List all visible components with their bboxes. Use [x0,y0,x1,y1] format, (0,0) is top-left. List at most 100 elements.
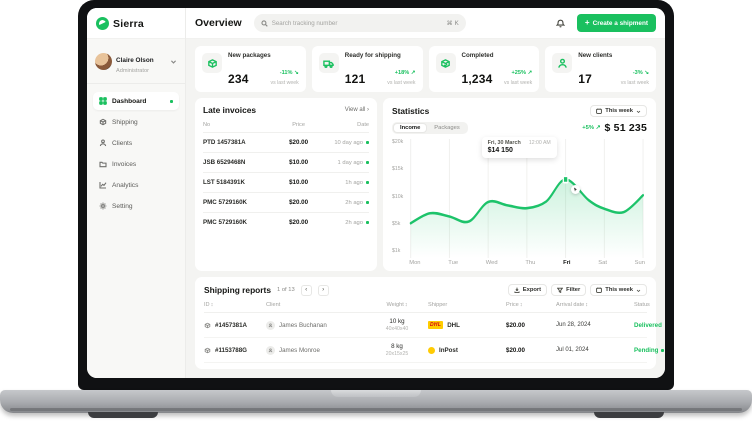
sort-icon: ↕ [519,302,523,308]
chart-y-axis: $20k $15k $10k $5k $1k [392,139,404,254]
trend-down-icon: ↘ [644,70,649,76]
statistics-panel: Statistics This week Income [383,98,656,271]
prev-page-button[interactable]: ‹ [300,284,312,296]
late-invoices-title: Late invoices [203,105,257,115]
col-price: Price [292,122,305,128]
stat-note: vs last week [270,80,299,86]
col-date: Date [357,122,369,128]
sort-icon: ↕ [210,302,214,308]
search-bar[interactable]: ⌘ K [253,14,466,32]
sidebar-item-label: Dashboard [112,97,147,105]
sierra-logo-icon [96,17,109,30]
stat-note: vs last week [620,80,649,86]
statistics-period-button[interactable]: This week [590,105,647,117]
table-row[interactable]: #1457381A James Buchanan 10 kg 40x40x40 [204,313,665,338]
sidebar-item-invoices[interactable]: Invoices [93,155,179,173]
invoice-row[interactable]: JSB 6529468N $10.00 1 day ago [203,153,369,173]
active-indicator-dot [170,99,173,103]
package-icon [99,118,107,126]
package-icon [204,347,211,353]
stat-value: 1,234 [461,72,493,86]
sidebar-item-setting[interactable]: Setting [93,197,179,215]
chart-highlight-marker [562,175,569,184]
status-dot [366,201,369,204]
stat-note: vs last week [503,80,533,86]
statistics-title: Statistics [392,106,430,116]
statistics-tabs: Income Packages [392,122,468,134]
status-dot [366,161,369,164]
user-name: Claire Olson [116,57,154,64]
user-profile[interactable]: Claire Olson Administrator [87,39,185,84]
income-total: $ 51 235 [604,122,647,134]
sidebar: Sierra Claire Olson Administrator Dashbo… [87,8,186,378]
stats-row: New packages 234 -11% ↘ vs last week [195,46,656,92]
sidebar-item-clients[interactable]: Clients [93,134,179,152]
income-chart: $20k $15k $10k $5k $1k Fri, 30 M [392,137,647,266]
stat-card-new-clients: New clients 17 -3% ↘ vs last week [545,46,656,92]
chevron-down-icon [171,60,176,64]
sort-icon: ↕ [404,302,408,308]
sidebar-item-dashboard[interactable]: Dashboard [93,92,179,110]
folder-icon [99,161,107,168]
sidebar-item-label: Shipping [112,118,138,126]
reports-column-headers: ID↕ Client Weight↕ Shipper Price↕ Arriva… [204,302,650,313]
avatar [95,53,112,70]
status-badge: Delivered [634,322,665,329]
status-dot [366,141,369,144]
person-icon [99,139,107,147]
tab-packages[interactable]: Packages [434,125,460,131]
stat-card-new-packages: New packages 234 -11% ↘ vs last week [195,46,306,92]
col-price[interactable]: Price↕ [506,302,523,308]
sidebar-item-label: Clients [112,139,133,147]
inpost-logo-icon [428,346,435,354]
table-row[interactable]: #1153788G James Monroe 8 kg 20x15x25 [204,338,665,363]
invoice-row[interactable]: LST 5184391K $10.00 1h ago [203,173,369,193]
gear-icon [99,202,107,210]
invoice-row[interactable]: PMC 5729160K $20.00 2h ago [203,213,369,232]
stat-value: 121 [344,72,366,86]
search-input[interactable] [271,19,443,27]
plus-icon: + [584,18,590,27]
view-all-link[interactable]: View all › [344,107,369,113]
shipping-reports-table: ID↕ Client Weight↕ Shipper Price↕ Arriva… [204,302,665,363]
stat-label: New packages [228,52,271,59]
invoices-column-headers: No Price Date [203,122,369,133]
stat-card-completed: Completed 1,234 +25% ↗ vs last week [428,46,540,92]
shipping-reports-panel: Shipping reports 1 of 13 ‹ › Export [195,277,665,369]
avatar [266,320,275,330]
filter-icon [557,287,564,293]
brand-name: Sierra [113,17,144,30]
status-badge: Pending [634,347,665,354]
sidebar-item-analytics[interactable]: Analytics [93,176,179,194]
tab-income[interactable]: Income [393,123,428,133]
user-role: Administrator [116,68,149,74]
person-icon [557,58,567,68]
avatar [266,345,275,355]
package-check-icon [441,58,450,68]
filter-button[interactable]: Filter [551,284,587,296]
export-button[interactable]: Export [507,284,548,296]
create-shipment-button[interactable]: + Create a shipment [576,14,656,32]
chart-x-axis: Mon Tue Wed Thu Fri Sat Sun [409,260,645,266]
laptop-foot [88,412,158,418]
top-bar: Overview ⌘ K + Create a shipment [186,8,665,39]
chevron-down-icon [636,110,641,113]
notifications-button[interactable] [553,15,569,31]
invoice-row[interactable]: PTD 1457381A $20.00 10 day ago [203,133,369,153]
stat-change: +25% ↗ [511,70,533,76]
stat-label: New clients [578,52,613,59]
col-weight[interactable]: Weight↕ [386,302,408,308]
calendar-icon [596,287,603,293]
stat-change: -3% ↘ [632,70,649,76]
sidebar-item-shipping[interactable]: Shipping [93,113,179,131]
trend-up-icon: ↗ [410,70,416,76]
invoice-row[interactable]: PMC 5729160K $20.00 2h ago [203,193,369,213]
calendar-icon [596,108,603,114]
status-dot [366,221,369,224]
col-id[interactable]: ID↕ [204,302,214,308]
stat-value: 234 [228,72,249,86]
pagination-label: 1 of 13 [277,287,295,293]
col-arrival[interactable]: Arrival date↕ [556,302,589,308]
next-page-button[interactable]: › [317,284,329,296]
reports-period-button[interactable]: This week [590,284,647,296]
